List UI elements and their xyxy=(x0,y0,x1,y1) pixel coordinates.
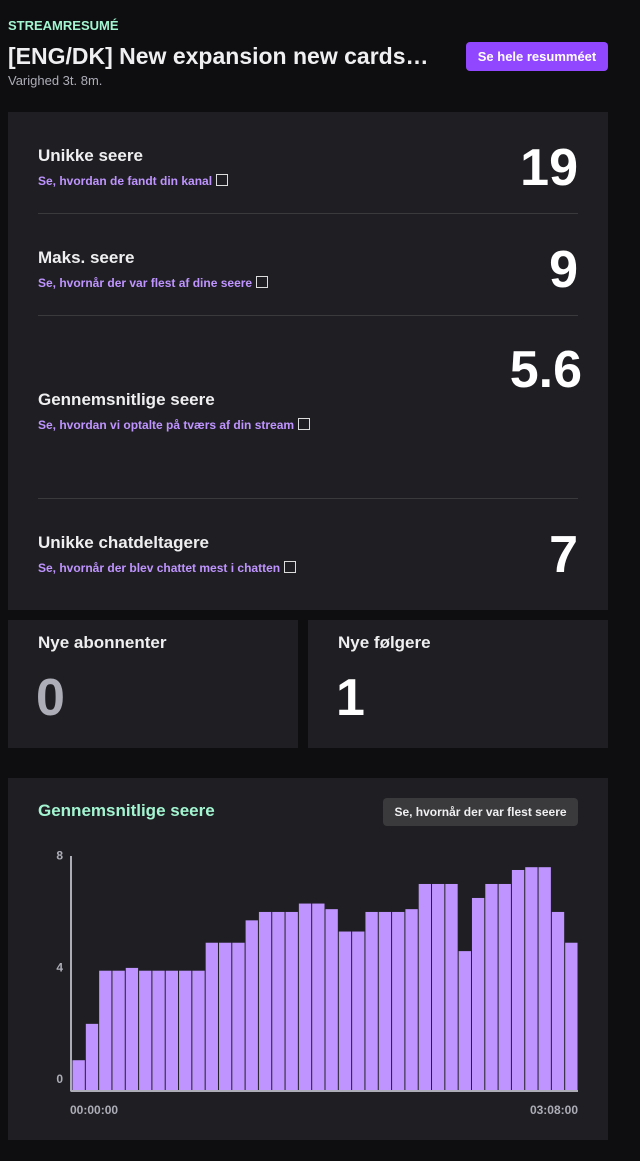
bar xyxy=(565,942,578,1091)
bar xyxy=(85,1023,99,1091)
y-tick-label: 4 xyxy=(56,960,63,974)
bar xyxy=(432,883,445,1091)
divider xyxy=(38,498,578,499)
bar xyxy=(258,911,272,1091)
bar xyxy=(392,911,405,1091)
stat-link[interactable]: Se, hvordan de fandt din kanal xyxy=(38,174,229,188)
stat-label: Gennemsnitlige seere xyxy=(38,390,215,409)
eyebrow: STREAMRESUMÉ xyxy=(8,18,119,33)
stat-label: Maks. seere xyxy=(38,248,135,267)
chart-title: Gennemsnitlige seere xyxy=(38,801,215,820)
bar xyxy=(498,883,511,1091)
bar xyxy=(405,909,418,1091)
bar xyxy=(458,951,471,1091)
stat-value: 7 xyxy=(549,526,578,584)
bar xyxy=(125,967,139,1091)
bar xyxy=(165,970,179,1091)
bar xyxy=(192,970,205,1091)
link-text[interactable]: Se, hvornår der var flest af dine seere xyxy=(38,276,253,290)
summary-button[interactable]: Se hele resumméet xyxy=(466,42,608,71)
bar xyxy=(139,970,152,1091)
stat-value: 19 xyxy=(520,139,578,197)
bar xyxy=(72,1060,85,1091)
tile xyxy=(8,620,298,748)
bar xyxy=(245,920,258,1091)
x-tick-label: 00:00:00 xyxy=(70,1103,118,1117)
bar xyxy=(99,970,112,1091)
stream-title: [ENG/DK] New expansion new cards… xyxy=(8,43,429,69)
chart-button[interactable]: Se, hvornår der var flest seere xyxy=(383,798,578,826)
bar xyxy=(471,897,485,1091)
link-text[interactable]: Se, hvornår der blev chattet mest i chat… xyxy=(38,561,281,575)
divider xyxy=(38,315,578,316)
y-tick-label: 0 xyxy=(56,1072,63,1086)
stats-card xyxy=(8,112,608,610)
bar xyxy=(511,869,525,1091)
stat-label: Unikke chatdeltagere xyxy=(38,533,210,552)
bar xyxy=(312,903,325,1091)
bar xyxy=(538,867,551,1091)
stat-link[interactable]: Se, hvordan vi optalte på tværs af din s… xyxy=(38,418,311,432)
duration: Varighed 3t. 8m. xyxy=(8,73,103,88)
bar xyxy=(418,883,432,1091)
stat-value: 5.6 xyxy=(509,341,582,399)
tile-label: Nye abonnenter xyxy=(38,633,167,652)
bar xyxy=(298,903,312,1091)
bar xyxy=(445,883,458,1091)
tile xyxy=(308,620,608,748)
bar xyxy=(112,970,125,1091)
link-text[interactable]: Se, hvordan vi optalte på tværs af din s… xyxy=(38,418,295,432)
bar xyxy=(325,909,338,1091)
bar xyxy=(365,911,378,1091)
bar xyxy=(179,970,192,1091)
tile-value: 0 xyxy=(36,669,65,727)
x-tick-label: 03:08:00 xyxy=(530,1103,578,1117)
divider xyxy=(38,213,578,214)
bar xyxy=(551,911,565,1091)
link-text[interactable]: Se, hvordan de fandt din kanal xyxy=(38,174,213,188)
bar xyxy=(525,867,538,1091)
tile-label: Nye følgere xyxy=(338,633,431,652)
bar xyxy=(378,911,392,1091)
bar xyxy=(232,942,245,1091)
stat-link[interactable]: Se, hvornår der blev chattet mest i chat… xyxy=(38,561,297,575)
bar xyxy=(218,942,232,1091)
bar xyxy=(338,931,352,1091)
stat-label: Unikke seere xyxy=(38,146,143,165)
bar xyxy=(352,931,365,1091)
tile-value: 1 xyxy=(336,669,365,727)
y-tick-label: 8 xyxy=(56,848,63,862)
bar xyxy=(485,883,498,1091)
bar xyxy=(152,970,165,1091)
stat-value: 9 xyxy=(549,241,578,299)
stat-link[interactable]: Se, hvornår der var flest af dine seere xyxy=(38,276,269,290)
bar xyxy=(272,911,285,1091)
bar xyxy=(205,942,218,1091)
bar xyxy=(285,911,298,1091)
